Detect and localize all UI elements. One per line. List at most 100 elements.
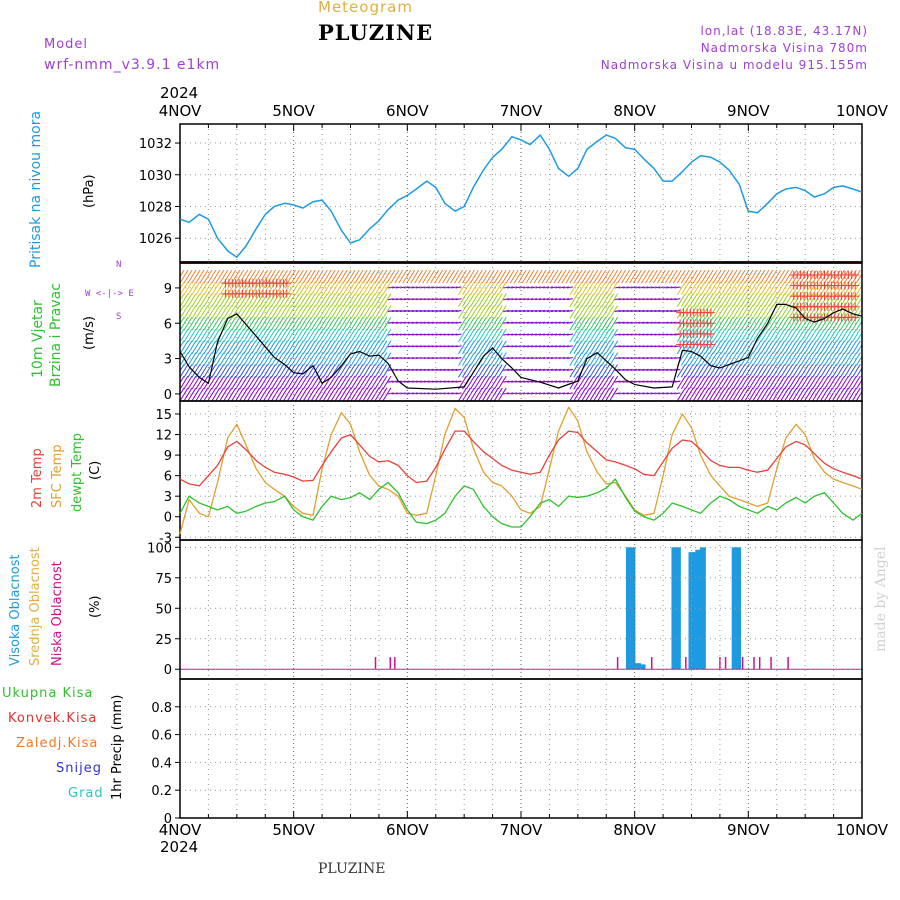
wind-barb — [748, 364, 758, 378]
wind-barb — [630, 345, 637, 348]
wind-barb — [318, 281, 328, 296]
wind-barb — [423, 333, 430, 336]
wind-barb — [275, 293, 284, 307]
wind-barb — [537, 269, 547, 284]
wind-barb — [219, 352, 229, 366]
wind-barb — [469, 352, 479, 366]
wind-barb — [720, 305, 730, 319]
wind-barb — [259, 364, 268, 378]
wind-barb — [601, 375, 611, 390]
wind-barb — [772, 293, 782, 307]
wind-barb — [473, 375, 483, 390]
wind-barb — [676, 269, 686, 284]
wind-barb — [724, 316, 734, 331]
wind-barb — [585, 364, 595, 378]
wind-barb — [215, 340, 225, 355]
wind-barb — [538, 298, 546, 301]
wind-barb — [788, 364, 798, 378]
wind-barb — [788, 269, 798, 284]
wind-barb — [391, 368, 398, 371]
wind-barb — [666, 286, 673, 289]
wind-barb — [828, 328, 837, 343]
wind-barb — [776, 375, 786, 390]
wind-barb — [362, 375, 372, 390]
wind-barb — [658, 309, 665, 313]
wind-barb — [511, 357, 518, 360]
wind-barb — [282, 293, 292, 307]
wind-barb — [784, 364, 794, 378]
wind-barb — [839, 340, 849, 355]
wind-barb — [505, 269, 515, 284]
wind-barb — [338, 305, 348, 319]
wind-barb — [378, 364, 388, 378]
wind-barb — [550, 357, 558, 360]
wind-barb — [407, 380, 414, 383]
wind-barb — [585, 316, 595, 331]
wind-barb — [642, 309, 649, 313]
wind-barb — [275, 305, 284, 319]
wind-barb — [546, 321, 554, 324]
wind-barb — [326, 281, 336, 296]
wind-barb — [481, 328, 491, 343]
wind-barb — [187, 269, 197, 284]
wind-barb — [523, 333, 530, 336]
wind-barb — [427, 309, 434, 313]
wind-barb — [263, 375, 272, 390]
wind-barb — [816, 364, 825, 378]
wind-barb — [391, 357, 398, 360]
wind-barb — [593, 387, 603, 401]
wind-barb — [573, 293, 583, 307]
wind-barb — [720, 328, 730, 343]
wind-barb — [286, 269, 296, 284]
wind-barb — [634, 380, 641, 383]
wind-barb — [772, 328, 782, 343]
wind-barb — [455, 392, 462, 395]
wind-barb — [642, 298, 649, 301]
wind-barb — [191, 328, 201, 343]
wind-barb — [708, 305, 718, 319]
cloud-bar — [719, 657, 721, 670]
wind-barb — [549, 269, 559, 284]
wind-barb — [294, 352, 304, 366]
wind-barb — [526, 298, 534, 301]
wind-barb — [523, 368, 530, 371]
wind-barb — [772, 352, 782, 366]
wind-barb — [366, 269, 376, 284]
wind-barb — [511, 333, 518, 336]
wind-barb — [439, 333, 446, 336]
wind-barb — [538, 345, 546, 348]
wind-barb — [362, 387, 372, 401]
wind-barb — [630, 392, 637, 395]
wind-barb — [239, 328, 249, 343]
xtick-label-bottom: 8NOV — [613, 821, 656, 839]
wind-barb — [824, 340, 833, 355]
wind-barb — [538, 333, 546, 336]
wind-barb — [760, 340, 770, 355]
wind-barb — [614, 298, 621, 301]
wind-barb — [346, 375, 356, 390]
wind-barb — [688, 364, 698, 378]
wind-barb — [458, 269, 467, 284]
wind-barb — [744, 387, 754, 401]
wind-barb — [662, 298, 669, 301]
wind-barb — [298, 316, 308, 331]
wind-barb — [641, 269, 650, 284]
wind-barb — [585, 305, 595, 319]
wind-barb — [626, 286, 633, 289]
xtick-label-bottom: 9NOV — [727, 821, 770, 839]
wind-barb — [403, 368, 410, 371]
wind-barb — [511, 309, 518, 313]
wind-barb — [554, 309, 562, 313]
wind-barb — [350, 340, 360, 355]
wind-barb — [290, 340, 300, 355]
wind-barb — [605, 305, 615, 319]
wind-barb — [259, 269, 268, 284]
wind-barb — [235, 352, 245, 366]
wind-barb — [736, 305, 746, 319]
wind-barb — [370, 352, 380, 366]
wind-barb — [279, 281, 288, 296]
wind-barb — [434, 269, 444, 284]
wind-barb — [322, 269, 332, 284]
wind-barb — [195, 305, 205, 319]
wind-barb — [546, 298, 554, 301]
